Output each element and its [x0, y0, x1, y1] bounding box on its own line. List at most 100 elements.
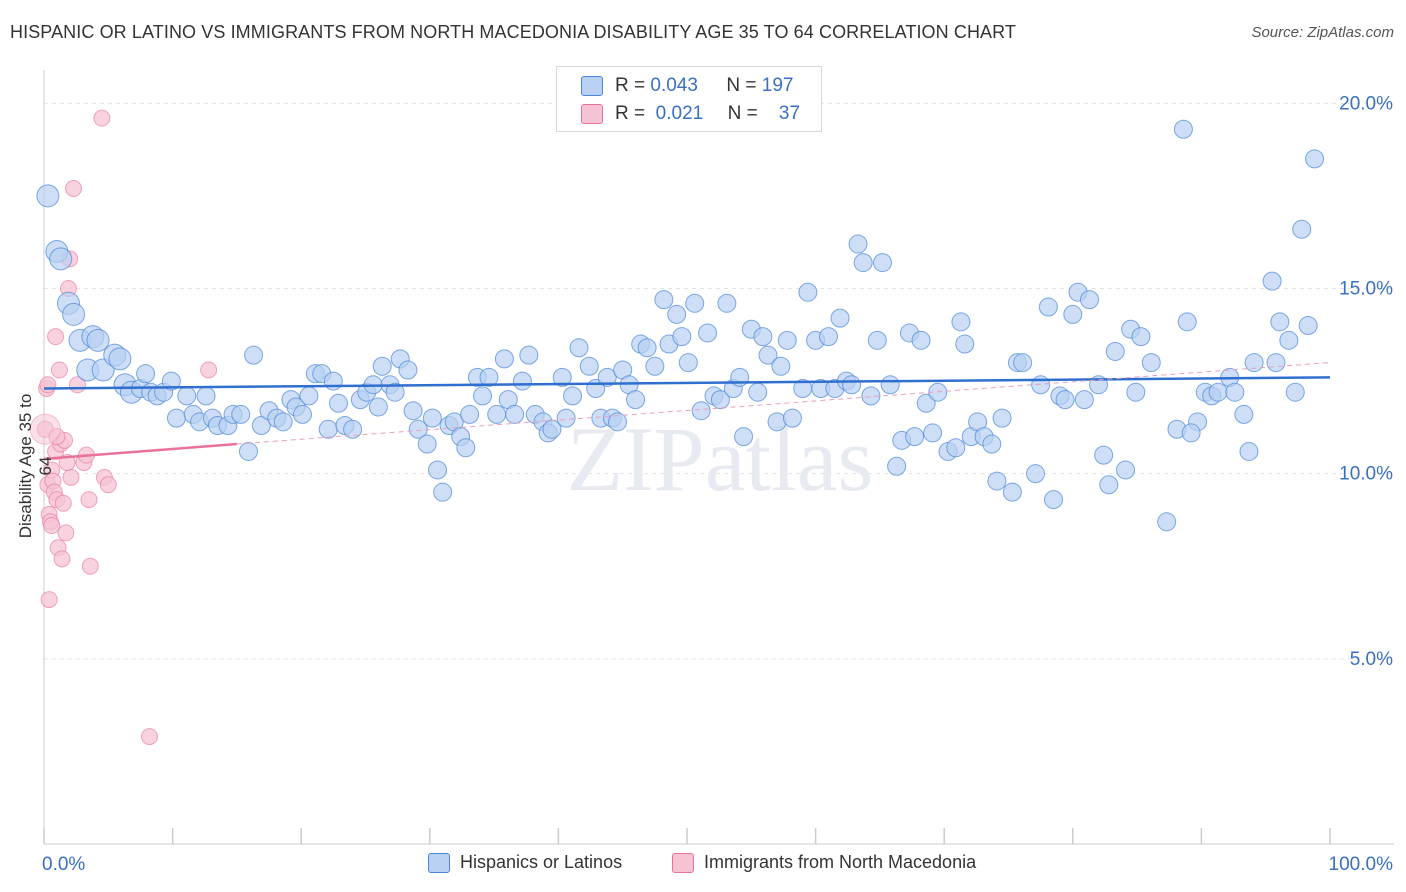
- data-point: [456, 438, 476, 458]
- data-point: [372, 356, 392, 376]
- data-point: [853, 253, 873, 273]
- data-point: [62, 302, 86, 326]
- data-point: [473, 386, 493, 406]
- data-point: [36, 184, 60, 208]
- data-point: [29, 413, 61, 445]
- n-label: N =: [727, 103, 758, 124]
- legend-label: Immigrants from North Macedonia: [704, 852, 977, 872]
- data-point: [848, 234, 868, 254]
- legend-label: Hispanics or Latinos: [460, 852, 623, 872]
- data-point: [53, 550, 71, 568]
- data-point: [1270, 312, 1290, 332]
- data-point: [1105, 341, 1125, 361]
- data-point: [667, 304, 687, 324]
- data-point: [1225, 382, 1245, 402]
- data-point: [880, 375, 900, 395]
- data-point: [753, 327, 773, 347]
- data-point: [1013, 353, 1033, 373]
- data-point: [608, 412, 628, 432]
- data-point: [748, 382, 768, 402]
- data-point: [273, 412, 293, 432]
- data-point: [1131, 327, 1151, 347]
- data-point: [861, 386, 881, 406]
- data-point: [318, 419, 338, 439]
- y-tick-label: 15.0%: [1339, 278, 1393, 299]
- data-point: [1080, 290, 1100, 310]
- data-point: [99, 476, 117, 494]
- data-point: [923, 423, 943, 443]
- data-point: [408, 419, 428, 439]
- y-tick-label: 10.0%: [1339, 464, 1393, 485]
- data-point: [654, 290, 674, 310]
- data-point: [140, 728, 158, 746]
- data-point: [487, 404, 507, 424]
- data-point: [710, 390, 730, 410]
- data-point: [698, 323, 718, 343]
- legend-row-macedonia: R = 0.021 N = 37: [581, 101, 800, 127]
- data-point: [494, 349, 514, 369]
- data-point: [505, 404, 525, 424]
- data-point: [569, 338, 589, 358]
- data-point: [244, 345, 264, 365]
- data-point: [81, 557, 99, 575]
- data-point: [916, 393, 936, 413]
- data-point: [1292, 219, 1312, 239]
- data-point: [1038, 297, 1058, 317]
- data-point: [40, 591, 58, 609]
- data-point: [626, 390, 646, 410]
- data-point: [777, 330, 797, 350]
- data-point: [343, 419, 363, 439]
- data-point: [1181, 423, 1201, 443]
- data-point: [798, 282, 818, 302]
- data-point: [428, 460, 448, 480]
- data-point: [1031, 375, 1051, 395]
- data-point: [460, 404, 480, 424]
- data-point: [842, 375, 862, 395]
- data-point: [57, 524, 75, 542]
- data-point: [251, 416, 271, 436]
- data-point: [512, 371, 532, 391]
- data-point: [1063, 304, 1083, 324]
- data-point: [556, 408, 576, 428]
- bottom-legend-macedonia: Immigrants from North Macedonia: [672, 852, 976, 873]
- data-point: [1099, 475, 1119, 495]
- data-point: [1262, 271, 1282, 291]
- data-point: [1239, 441, 1259, 461]
- data-point: [905, 427, 925, 447]
- n-value: 37: [778, 103, 801, 124]
- data-point: [1094, 445, 1114, 465]
- series-immigrants-north-macedonia: [29, 109, 218, 746]
- data-point: [678, 353, 698, 373]
- data-point: [818, 327, 838, 347]
- tick-labels: 5.0% 10.0% 15.0% 20.0% 0.0% 100.0%: [42, 93, 1393, 875]
- r-label: R =: [615, 103, 646, 124]
- data-point: [597, 367, 617, 387]
- data-point: [86, 328, 110, 352]
- r-value: 0.021: [655, 103, 704, 124]
- data-point: [43, 517, 61, 535]
- blue-swatch: [428, 852, 450, 873]
- data-point: [292, 404, 312, 424]
- y-tick-label: 5.0%: [1350, 649, 1393, 670]
- data-point: [685, 293, 705, 313]
- grid-lines: [44, 102, 1394, 660]
- data-point: [645, 356, 665, 376]
- data-point: [93, 109, 111, 127]
- data-point: [200, 361, 218, 379]
- data-point: [1244, 353, 1264, 373]
- data-point: [872, 253, 892, 273]
- data-point: [1285, 382, 1305, 402]
- data-point: [231, 404, 251, 424]
- data-point: [1002, 482, 1022, 502]
- data-point: [368, 397, 388, 417]
- data-point: [166, 408, 186, 428]
- data-point: [830, 308, 850, 328]
- data-point: [1026, 464, 1046, 484]
- chart-title: HISPANIC OR LATINO VS IMMIGRANTS FROM NO…: [10, 22, 1017, 42]
- n-label: N =: [726, 75, 757, 96]
- data-point: [734, 427, 754, 447]
- data-point: [672, 327, 692, 347]
- blue-swatch: [581, 76, 603, 96]
- pink-swatch: [672, 852, 694, 873]
- data-point: [1208, 382, 1228, 402]
